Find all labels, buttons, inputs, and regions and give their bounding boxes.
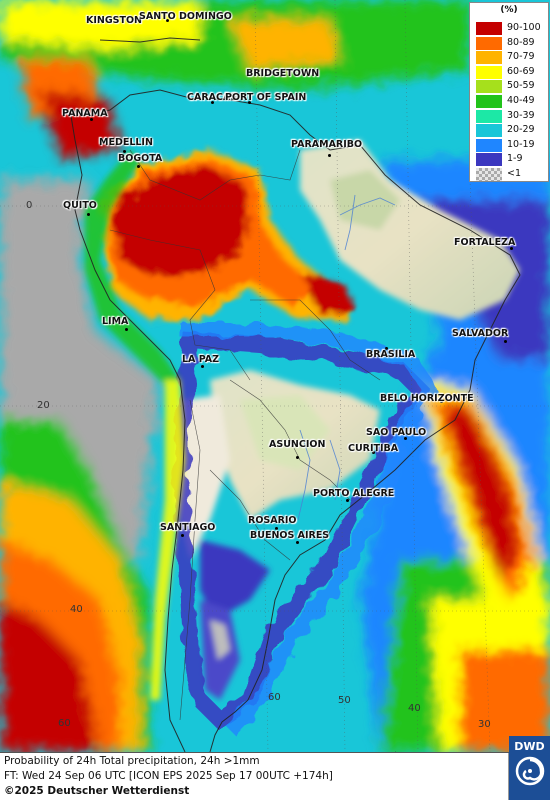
legend-swatch (476, 94, 502, 108)
city-dot (87, 213, 90, 216)
city-dot (123, 150, 126, 153)
city-dot (211, 101, 214, 104)
city-dot (385, 347, 388, 350)
lat-label: 40 (70, 604, 83, 615)
legend-item: 70-79 (476, 50, 546, 65)
legend-swatch (476, 79, 502, 94)
legend-item: 20-29 (476, 123, 546, 138)
city-dot (137, 165, 140, 168)
city-label-lima: LIMA (102, 316, 129, 327)
footer-text-box: Probability of 24h Total precipitation, … (0, 753, 509, 800)
lat-label: 20 (37, 400, 50, 411)
city-label-port-of-spain: PORT OF SPAIN (225, 92, 307, 103)
city-label-paramaribo: PARAMARIBO (291, 139, 363, 150)
legend-item: 90-100 (476, 21, 546, 35)
forecast-time: FT: Wed 24 Sep 06 UTC [ICON EPS 2025 Sep… (4, 770, 333, 782)
city-label-santiago: SANTIAGO (160, 522, 216, 533)
city-label-sao-paulo: SAO PAULO (366, 427, 427, 438)
legend-label: 80-89 (507, 36, 535, 48)
city-label-asuncion: ASUNCION (269, 439, 326, 450)
legend-label: 90-100 (507, 22, 541, 33)
legend-label: 1-9 (507, 153, 523, 165)
precipitation-probability-map (0, 0, 550, 752)
legend-swatch (476, 35, 502, 50)
city-dot (296, 541, 299, 544)
legend-item: <1 (476, 167, 546, 181)
city-label-curitiba: CURITIBA (348, 443, 399, 454)
footer: Probability of 24h Total precipitation, … (0, 752, 550, 800)
city-label-salvador: SALVADOR (452, 328, 509, 339)
legend-label: 40-49 (507, 95, 535, 106)
city-dot (181, 534, 184, 537)
legend-swatch (476, 137, 502, 152)
city-label-panama: PANAMA (62, 108, 108, 119)
city-dot (440, 400, 443, 403)
city-dot (248, 101, 251, 104)
city-dot (504, 340, 507, 343)
legend-item: 1-9 (476, 152, 546, 167)
lon-label: 50 (338, 695, 351, 706)
city-label-porto-alegre: PORTO ALEGRE (313, 488, 395, 499)
city-label-la-paz: LA PAZ (182, 354, 220, 365)
lat-label: 0 (26, 200, 33, 211)
city-dot (201, 365, 204, 368)
legend-swatch (476, 50, 502, 65)
city-dot (296, 456, 299, 459)
city-label-brasilia: BRASILIA (366, 349, 416, 360)
legend-swatch (476, 21, 502, 35)
city-label-fortaleza: FORTALEZA (454, 237, 516, 248)
city-dot (125, 328, 128, 331)
legend-label: <1 (507, 168, 522, 179)
legend-item: 30-39 (476, 108, 546, 123)
lon-label: 40 (408, 703, 421, 714)
city-label-bridgetown: BRIDGETOWN (246, 68, 320, 79)
legend-swatch (476, 123, 502, 138)
legend-item: 80-89 (476, 35, 546, 50)
logo-text: DWD (514, 740, 545, 753)
city-label-quito: QUITO (63, 200, 97, 211)
city-label-kingston: KINGSTON (86, 15, 142, 26)
legend-label: 70-79 (507, 51, 535, 63)
copyright: ©2025 Deutscher Wetterdienst (4, 785, 190, 797)
legend-swatch (476, 108, 502, 123)
lon-label: 60 (268, 692, 281, 703)
city-label-buenos-aires: BUENOS AIRES (250, 530, 330, 541)
city-dot (328, 154, 331, 157)
legend-label: 60-69 (507, 65, 535, 77)
city-dot (510, 247, 513, 250)
city-label-caracas: CARACAS (187, 92, 238, 103)
lon-label: 30 (478, 719, 491, 730)
city-dot (280, 74, 283, 77)
city-dot (346, 499, 349, 502)
city-dot (372, 451, 375, 454)
legend-item: 40-49 (476, 94, 546, 108)
legend-label: 20-29 (507, 124, 535, 136)
city-dot (166, 19, 169, 22)
legend-item: 10-19 (476, 137, 546, 152)
legend: (%) 90-100 80-89 70-79 60-69 50-59 40-49 30-39… (469, 2, 549, 182)
legend-swatch (476, 167, 502, 181)
legend-swatch (476, 64, 502, 79)
city-label-medellin: MEDELLIN (99, 137, 153, 148)
legend-title: (%) (500, 5, 518, 15)
legend-item: 50-59 (476, 79, 546, 94)
city-label-santo-domingo: SANTO DOMINGO (139, 11, 232, 22)
lat-label: 60 (58, 718, 71, 729)
legend-label: 50-59 (507, 80, 535, 92)
legend-label: 10-19 (507, 138, 535, 150)
dwd-logo: DWD (509, 736, 550, 800)
product-title: Probability of 24h Total precipitation, … (4, 755, 260, 767)
dwd-swirl-icon (515, 756, 545, 786)
city-dot (139, 19, 142, 22)
city-dot (404, 437, 407, 440)
city-dot (275, 527, 278, 530)
legend-swatch (476, 152, 502, 167)
city-dot (90, 118, 93, 121)
city-label-bogota: BOGOTA (118, 153, 163, 164)
legend-label: 30-39 (507, 109, 535, 121)
city-label-rosario: ROSARIO (248, 515, 297, 526)
city-label-belo-horizonte: BELO HORIZONTE (380, 393, 474, 404)
legend-item: 60-69 (476, 64, 546, 79)
